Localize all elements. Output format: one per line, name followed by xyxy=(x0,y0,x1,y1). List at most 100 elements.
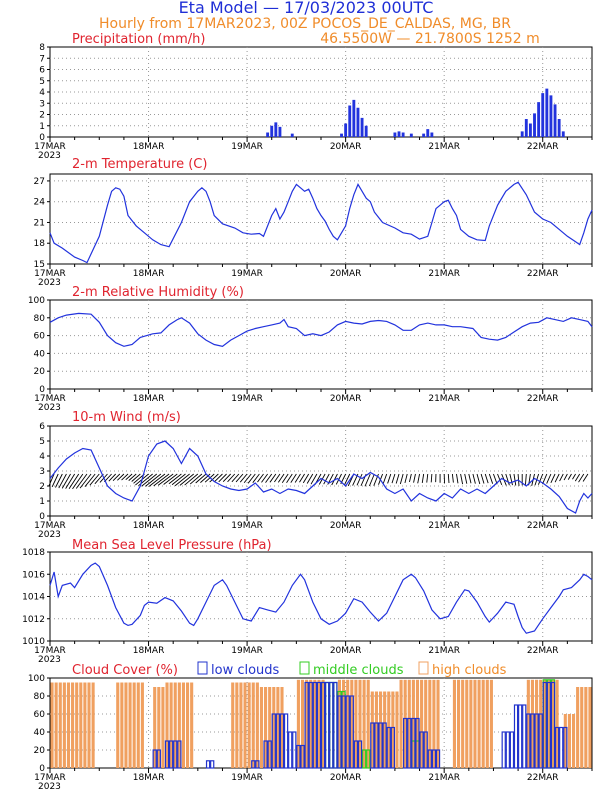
wind-arrow xyxy=(417,473,420,484)
wind-xtick-label: 18MAR xyxy=(133,521,165,531)
high-cloud-bar xyxy=(87,682,91,768)
high-cloud-bar xyxy=(321,679,325,768)
wind-ytick-label: 1 xyxy=(39,497,45,507)
precip-title: Precipitation (mm/h) xyxy=(72,32,205,47)
high-cloud-bar xyxy=(62,682,66,768)
wind-arrow xyxy=(368,473,375,487)
high-cloud-bar xyxy=(547,679,551,768)
wind-arrow xyxy=(72,473,84,490)
precip-bar xyxy=(524,119,528,137)
low-cloud-bar xyxy=(283,713,289,769)
wind-arrow xyxy=(364,473,371,487)
low-cloud-bar xyxy=(378,722,383,769)
rh-xtick-label: 20MAR xyxy=(330,394,362,404)
wind-arrow xyxy=(582,473,589,482)
high-cloud-bar xyxy=(526,679,530,768)
wind-arrow xyxy=(218,473,227,483)
high-cloud-bar xyxy=(428,679,432,768)
wind-arrow xyxy=(179,473,194,486)
high-cloud-bar xyxy=(247,682,251,768)
high-cloud-bar xyxy=(366,679,370,768)
high-cloud-bar xyxy=(243,682,247,768)
low-cloud-bar xyxy=(210,760,215,769)
rh-title: 2-m Relative Humidity (%) xyxy=(72,285,244,300)
high-cloud-bar xyxy=(584,687,588,768)
middle-cloud-bar xyxy=(366,749,371,769)
low-cloud-bar xyxy=(173,740,178,769)
wind-arrow xyxy=(409,473,412,483)
wind-arrow xyxy=(89,473,100,486)
wind-arrow xyxy=(395,473,400,484)
wind-arrow xyxy=(174,473,190,487)
precip-xtick-label: 19MAR xyxy=(231,142,263,152)
cloud-ytick-label: 0 xyxy=(39,764,45,774)
precip-bar xyxy=(397,131,401,137)
wind-arrow xyxy=(497,473,503,486)
low-cloud-bar xyxy=(530,713,535,769)
wind-arrow xyxy=(421,473,425,484)
wind-xtick-label: 22MAR xyxy=(527,521,559,531)
high-cloud-bar xyxy=(415,679,420,768)
low-cloud-bar xyxy=(353,740,359,769)
high-cloud-bar xyxy=(588,687,592,768)
wind-arrow xyxy=(294,473,301,483)
precip-bar xyxy=(541,93,545,137)
high-cloud-bar xyxy=(485,679,489,768)
wind-arrow xyxy=(290,473,297,483)
precip-bar xyxy=(278,126,282,137)
rh-ytick-label: 100 xyxy=(28,296,45,306)
precip-bar xyxy=(528,123,532,137)
wind-arrow xyxy=(213,473,223,483)
high-cloud-bar xyxy=(120,682,124,768)
wind-arrow xyxy=(131,473,141,482)
high-cloud-bar xyxy=(161,687,165,768)
low-cloud-bar xyxy=(522,704,527,769)
wind-arrow xyxy=(243,473,252,484)
high-cloud-bar xyxy=(50,682,54,768)
wind-arrow xyxy=(480,473,485,484)
low-cloud-bar xyxy=(505,731,510,769)
precip-bar xyxy=(270,125,274,137)
high-cloud-bar xyxy=(420,679,424,768)
low-cloud-bar xyxy=(407,717,412,769)
cloud-ytick-label: 20 xyxy=(34,746,46,756)
low-cloud-bar xyxy=(255,760,260,769)
wind-arrow xyxy=(247,473,256,484)
low-cloud-bar xyxy=(325,681,330,769)
high-cloud-bar xyxy=(469,679,473,768)
high-cloud-bar xyxy=(272,687,276,768)
temp-xtick-label: 19MAR xyxy=(231,269,263,279)
wind-arrow xyxy=(239,473,248,483)
wind-arrow xyxy=(302,473,310,484)
wind-arrow xyxy=(274,473,281,483)
wind-arrow xyxy=(306,473,314,484)
low-cloud-bar xyxy=(419,731,424,769)
high-cloud-bar xyxy=(563,714,567,768)
wind-arrow xyxy=(227,473,236,483)
precip-bar xyxy=(409,133,413,137)
rh-ytick-label: 40 xyxy=(34,349,46,359)
wind-arrow xyxy=(112,473,121,482)
high-cloud-bar xyxy=(346,679,350,768)
rh-xtick-label: 17MAR xyxy=(34,394,66,404)
wind-arrow xyxy=(252,473,260,483)
low-cloud-bar xyxy=(296,744,301,769)
wind-arrow xyxy=(356,473,363,486)
high-cloud-bar xyxy=(374,691,378,768)
precip-bar xyxy=(274,122,278,137)
low-cloud-bar xyxy=(156,749,161,769)
precip-bar xyxy=(266,132,270,137)
wind-arrow xyxy=(61,473,71,489)
low-cloud-bar xyxy=(370,722,375,769)
wind-arrow xyxy=(460,473,464,485)
low-cloud-bar xyxy=(320,681,326,769)
high-cloud-bar xyxy=(391,691,395,768)
high-cloud-bar xyxy=(473,679,477,768)
cloud-xtick-label: 21MAR xyxy=(428,773,460,783)
wind-arrow xyxy=(200,473,211,483)
high-cloud-bar xyxy=(407,679,411,768)
precip-bar xyxy=(348,105,352,137)
precip-bar xyxy=(430,132,434,137)
temp-ytick-label: 27 xyxy=(34,177,45,187)
wind-xtick-label: 17MAR xyxy=(34,521,66,531)
